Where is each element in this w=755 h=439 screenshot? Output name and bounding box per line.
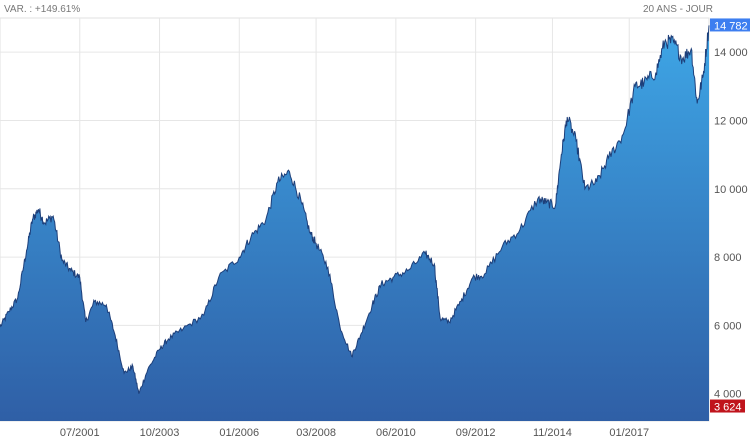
series-line [0, 25, 710, 394]
min-value-text: 3 624 [714, 402, 742, 414]
x-tick-label: 10/2003 [140, 427, 180, 439]
variation-label: VAR. : +149.61% [4, 4, 81, 15]
x-tick-label: 03/2008 [296, 427, 336, 439]
y-tick-label: 14 000 [714, 47, 748, 59]
y-axis: 4 000 6 000 8 000 10 000 12 000 14 000 [714, 47, 748, 401]
y-tick-label: 10 000 [714, 184, 748, 196]
x-tick-label: 01/2006 [219, 427, 259, 439]
x-tick-label: 09/2012 [456, 427, 496, 439]
last-value-text: 14 782 [714, 20, 748, 32]
y-tick-label: 8 000 [714, 252, 742, 264]
x-axis: 07/2001 10/2003 01/2006 03/2008 06/2010 09/20… [60, 427, 649, 439]
period-label: 20 ANS - JOUR [642, 4, 713, 15]
y-tick-label: 4 000 [714, 389, 742, 401]
area-fill [0, 25, 709, 422]
y-tick-label: 12 000 [714, 115, 748, 127]
last-value-badge: 14 782 [710, 18, 750, 32]
x-tick-label: 11/2014 [533, 427, 572, 439]
x-tick-label: 07/2001 [60, 427, 100, 439]
x-tick-label: 06/2010 [376, 427, 416, 439]
min-value-badge: 3 624 [710, 399, 745, 414]
y-tick-label: 6 000 [714, 320, 742, 332]
x-tick-label: 01/2017 [609, 427, 649, 439]
